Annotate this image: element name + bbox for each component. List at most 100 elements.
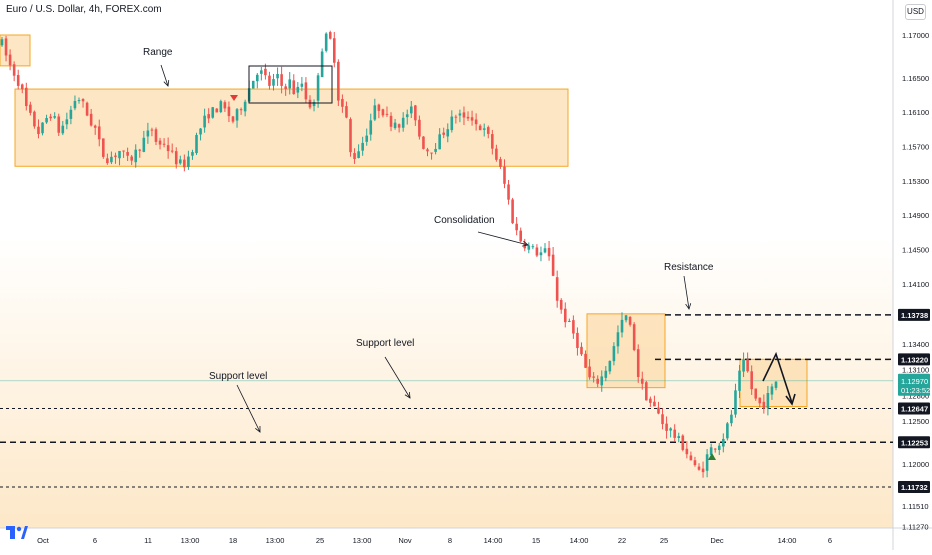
price-label-text: 1.13738: [901, 311, 928, 320]
y-tick-label: 1.15300: [902, 177, 929, 186]
pointer-head: [522, 240, 529, 247]
y-tick-label: 1.15700: [902, 143, 929, 152]
candle-body: [353, 153, 356, 160]
candle-body: [174, 151, 178, 165]
candle-body: [187, 156, 190, 168]
candle-body: [122, 150, 125, 152]
candle-body: [57, 116, 61, 133]
candle-body: [604, 370, 608, 378]
symbol-title: Euro / U.S. Dollar, 4h, FOREX.com: [6, 4, 162, 15]
candle-body: [442, 132, 446, 135]
y-tick-label: 1.14900: [902, 211, 929, 220]
candle-body: [300, 83, 304, 87]
candle-body: [304, 82, 308, 100]
annotation-label: Consolidation: [434, 215, 495, 226]
candle-body: [158, 140, 162, 145]
candle-body: [649, 398, 652, 403]
y-tick-label: 1.16500: [902, 74, 929, 83]
candle-body: [89, 113, 93, 126]
x-tick-label: 14:00: [484, 536, 503, 545]
y-tick-label: 1.14500: [902, 246, 929, 255]
candle-body: [4, 38, 8, 56]
range-top-box[interactable]: [248, 65, 333, 104]
down-arrow-icon: [230, 95, 238, 101]
consolidation-zone: [586, 313, 666, 389]
candle-body: [507, 184, 510, 200]
candle-body: [93, 125, 97, 128]
candle-body: [16, 75, 20, 86]
current-price-text: 1.12970: [901, 377, 928, 386]
candle-body: [85, 102, 89, 116]
candle-body: [235, 109, 239, 121]
candle-body: [450, 116, 454, 131]
candle-body: [515, 223, 518, 231]
x-tick-label: Nov: [398, 536, 412, 545]
candle-body: [511, 199, 514, 224]
support-pointer-1: [384, 356, 411, 399]
candle-body: [223, 102, 227, 109]
candle-body: [458, 113, 462, 116]
candle-body: [260, 70, 263, 74]
candle-body: [126, 152, 129, 156]
tradingview-logo-icon[interactable]: [6, 524, 28, 542]
candle-body: [766, 393, 770, 409]
candle-body: [462, 112, 466, 118]
candle-body: [308, 99, 312, 108]
candle-body: [183, 159, 186, 168]
candle-body: [665, 423, 668, 431]
candle-body: [758, 397, 762, 404]
candle-body: [730, 414, 733, 424]
candle-body: [292, 80, 296, 95]
candle-body: [774, 381, 778, 388]
candle-body: [742, 359, 745, 372]
candle-body: [276, 73, 279, 79]
candle-body: [365, 135, 369, 142]
candle-body: [150, 129, 154, 131]
y-tick-label: 1.12500: [902, 417, 929, 426]
candle-body: [255, 74, 259, 82]
candle-body: [369, 120, 373, 135]
candle-body: [709, 447, 713, 456]
x-tick-label: 14:00: [778, 536, 797, 545]
candle-body: [559, 299, 563, 310]
y-tick-label: 1.16100: [902, 108, 929, 117]
candle-body: [65, 119, 69, 125]
x-tick-label: 8: [448, 536, 452, 545]
candle-body: [312, 102, 316, 107]
candle-body: [527, 245, 531, 250]
price-label-text: 1.13220: [901, 355, 928, 364]
candle-body: [45, 118, 48, 123]
y-tick-label: 1.13100: [902, 366, 929, 375]
candle-body: [762, 401, 766, 409]
candle-body: [130, 156, 133, 161]
x-tick-label: 13:00: [181, 536, 200, 545]
candle-body: [296, 86, 300, 93]
candle-body: [142, 137, 146, 152]
y-tick-label: 1.14100: [902, 280, 929, 289]
candle-body: [239, 109, 243, 111]
currency-button[interactable]: USD: [905, 4, 926, 20]
x-tick-label: 25: [316, 536, 324, 545]
candle-body: [454, 116, 458, 118]
x-tick-label: 18: [229, 536, 237, 545]
candle-body: [661, 414, 664, 425]
y-tick-label: 1.12000: [902, 460, 929, 469]
range-pointer: [160, 64, 169, 87]
price-label-box: [898, 402, 930, 415]
projection-path[interactable]: [762, 351, 793, 404]
candle-body: [535, 247, 539, 256]
candle-body: [657, 407, 660, 414]
candle-body: [110, 156, 113, 163]
candle-body: [268, 75, 271, 86]
price-label-box: [898, 480, 930, 493]
candle-body: [179, 159, 182, 164]
candle-body: [722, 438, 725, 447]
candle-body: [673, 429, 676, 438]
x-tick-label: 22: [618, 536, 626, 545]
candle-body: [738, 370, 741, 391]
candle-body: [466, 116, 470, 119]
candle-body: [20, 84, 24, 90]
candle-body: [677, 436, 681, 439]
